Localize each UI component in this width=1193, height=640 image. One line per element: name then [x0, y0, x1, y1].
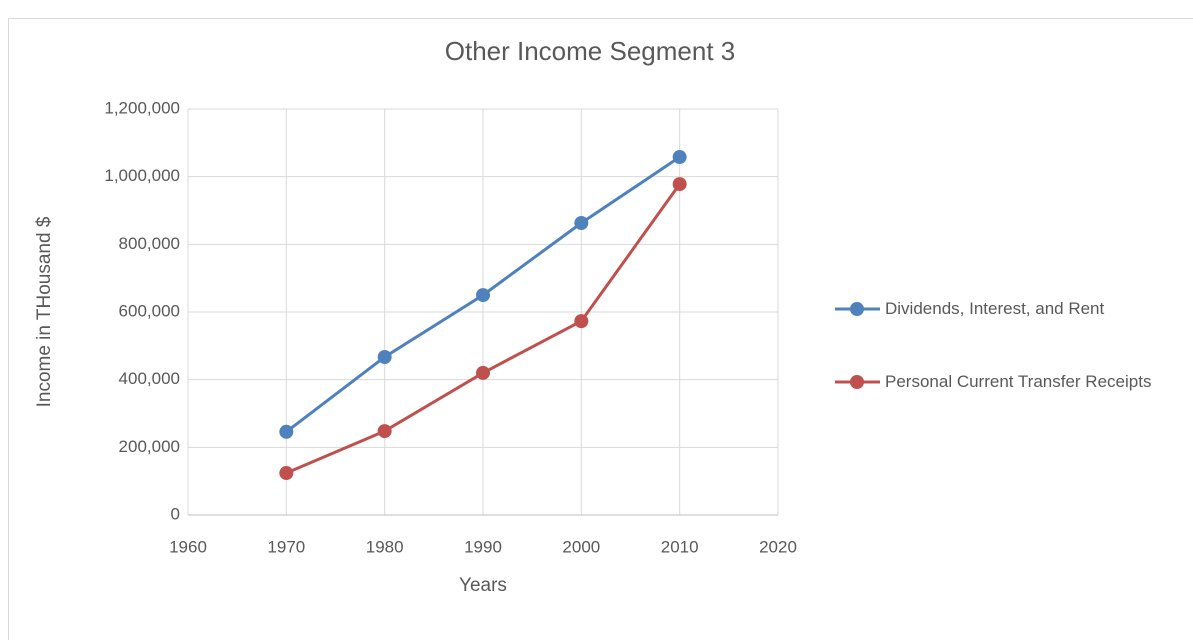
y-tick-label: 1,000,000	[104, 166, 180, 185]
data-point	[377, 424, 392, 439]
x-tick-label: 2010	[661, 537, 699, 556]
data-point	[279, 424, 294, 439]
data-point	[574, 314, 589, 329]
x-tick-label: 1960	[169, 537, 207, 556]
x-tick-label: 1990	[464, 537, 502, 556]
x-tick-label: 1970	[267, 537, 305, 556]
x-tick-label: 2020	[759, 537, 797, 556]
data-point	[377, 349, 392, 364]
data-point	[574, 216, 589, 231]
y-tick-label: 0	[171, 504, 180, 523]
chart-border	[8, 18, 1193, 640]
legend-label: Personal Current Transfer Receipts	[885, 372, 1152, 391]
legend-marker	[850, 302, 864, 316]
data-point	[476, 288, 490, 303]
legend-marker	[850, 375, 864, 389]
y-tick-label: 200,000	[119, 437, 180, 456]
data-point	[279, 466, 294, 481]
y-tick-label: 800,000	[119, 234, 180, 253]
y-tick-label: 1,200,000	[104, 98, 180, 117]
y-tick-label: 400,000	[119, 369, 180, 388]
data-point	[476, 365, 490, 380]
x-axis-label: Years	[459, 575, 507, 596]
x-tick-label: 2000	[562, 537, 600, 556]
chart-title: Other Income Segment 3	[445, 36, 735, 66]
data-point	[672, 150, 687, 165]
x-tick-label: 1980	[366, 537, 404, 556]
y-axis-label: Income in THousand $	[34, 216, 55, 407]
legend-label: Dividends, Interest, and Rent	[885, 299, 1105, 318]
y-tick-label: 600,000	[119, 301, 180, 320]
data-point	[672, 177, 687, 192]
